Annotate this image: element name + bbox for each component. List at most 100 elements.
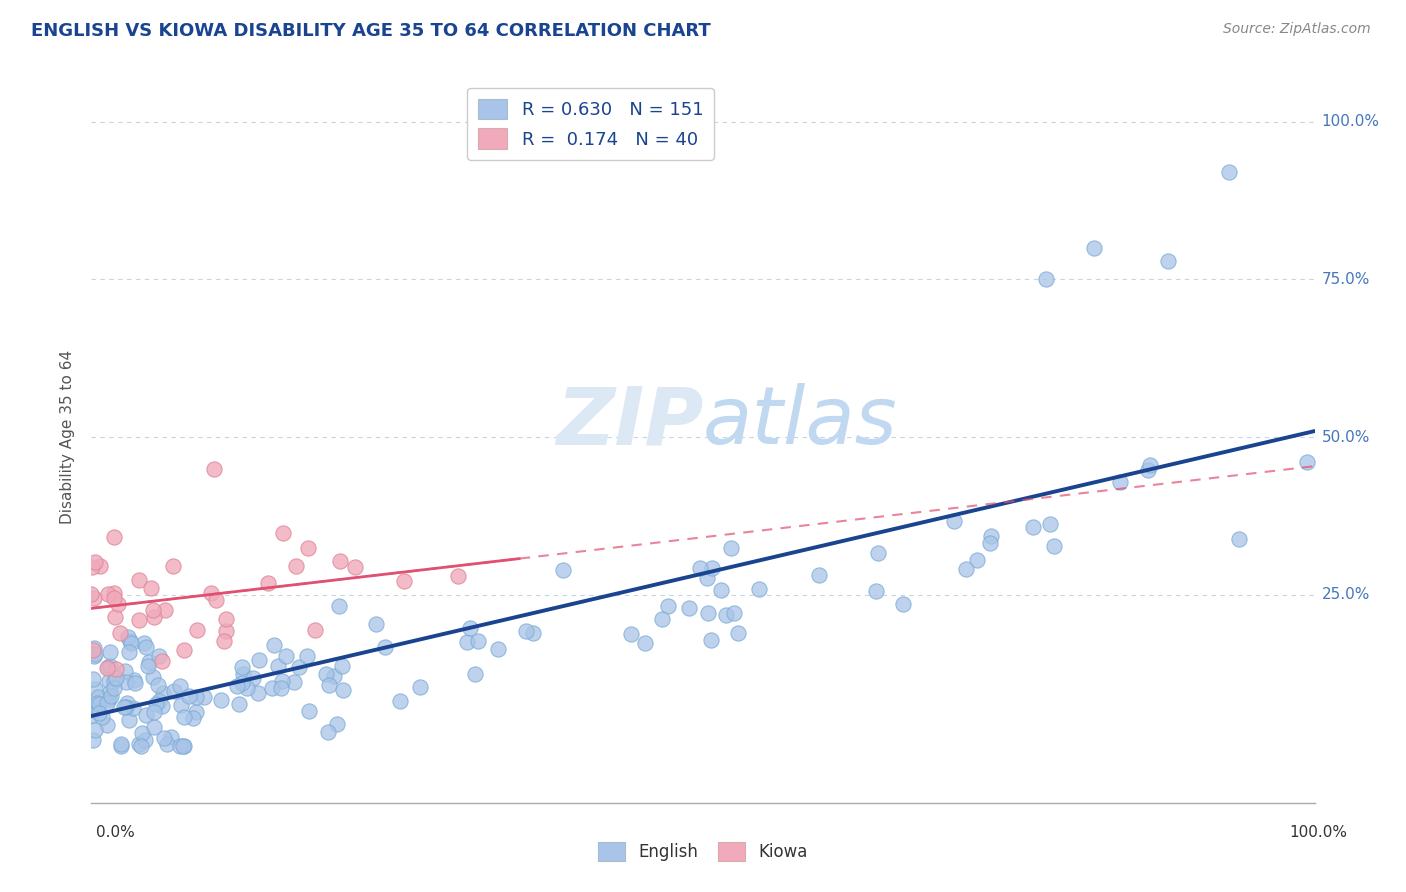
Point: [700, 632, 723, 647]
Point: [103, 681, 125, 696]
Point: [80, 707, 103, 722]
Point: [620, 627, 643, 641]
Point: [329, 554, 352, 568]
Point: [145, 697, 167, 711]
Point: [267, 658, 290, 673]
Point: [89, 559, 111, 574]
Point: [297, 541, 319, 556]
Point: [1039, 517, 1062, 532]
Point: [120, 634, 142, 648]
Point: [115, 674, 138, 689]
Point: [98, 685, 121, 699]
Point: [96, 661, 118, 675]
Point: [122, 701, 145, 715]
Text: 25.0%: 25.0%: [1322, 587, 1369, 602]
Point: [1227, 533, 1250, 547]
Point: [1083, 241, 1105, 255]
Point: [200, 586, 222, 600]
Point: [131, 726, 153, 740]
Point: [980, 529, 1002, 543]
Point: [942, 514, 965, 528]
Point: [177, 689, 200, 703]
Point: [226, 679, 249, 693]
Text: 75.0%: 75.0%: [1322, 272, 1369, 287]
Point: [1136, 463, 1159, 477]
Point: [186, 690, 208, 705]
Point: [138, 656, 160, 670]
Point: [103, 530, 125, 544]
Point: [551, 563, 574, 577]
Point: [288, 659, 311, 673]
Point: [135, 640, 157, 654]
Text: ZIP: ZIP: [555, 384, 703, 461]
Point: [117, 697, 139, 711]
Point: [80, 587, 103, 601]
Point: [1043, 539, 1066, 553]
Point: [143, 610, 166, 624]
Point: [173, 739, 195, 753]
Point: [186, 623, 208, 637]
Point: [700, 561, 723, 575]
Point: [163, 684, 186, 698]
Point: [716, 608, 738, 623]
Point: [276, 649, 298, 664]
Point: [236, 681, 259, 695]
Point: [242, 671, 264, 685]
Point: [723, 607, 745, 621]
Point: [83, 591, 105, 605]
Point: [209, 693, 232, 707]
Point: [447, 569, 470, 583]
Point: [83, 723, 105, 737]
Point: [110, 626, 132, 640]
Point: [212, 634, 235, 648]
Point: [173, 643, 195, 657]
Point: [117, 630, 139, 644]
Point: [231, 676, 253, 690]
Point: [84, 555, 107, 569]
Point: [152, 685, 174, 699]
Point: [232, 666, 254, 681]
Point: [1139, 458, 1161, 472]
Point: [83, 647, 105, 661]
Point: [172, 739, 194, 753]
Point: [105, 662, 128, 676]
Point: [87, 697, 110, 711]
Point: [325, 717, 347, 731]
Text: 100.0%: 100.0%: [1289, 825, 1347, 839]
Point: [103, 591, 125, 606]
Point: [115, 700, 138, 714]
Point: [97, 587, 120, 601]
Point: [143, 720, 166, 734]
Point: [328, 599, 350, 613]
Point: [98, 691, 121, 706]
Point: [124, 676, 146, 690]
Point: [204, 592, 226, 607]
Point: [148, 648, 170, 663]
Point: [86, 696, 108, 710]
Point: [323, 669, 346, 683]
Point: [283, 674, 305, 689]
Point: [270, 681, 292, 696]
Point: [955, 561, 977, 575]
Point: [160, 731, 183, 745]
Point: [285, 559, 308, 574]
Point: [134, 733, 156, 747]
Point: [98, 658, 121, 673]
Point: [114, 664, 136, 678]
Point: [633, 636, 655, 650]
Point: [110, 739, 132, 753]
Point: [136, 659, 159, 673]
Point: [1295, 455, 1317, 469]
Point: [80, 703, 103, 717]
Point: [193, 690, 215, 704]
Point: [966, 553, 988, 567]
Point: [91, 710, 114, 724]
Text: 50.0%: 50.0%: [1322, 430, 1369, 444]
Point: [464, 666, 486, 681]
Point: [118, 714, 141, 728]
Point: [696, 571, 718, 585]
Point: [651, 612, 673, 626]
Point: [83, 641, 105, 656]
Text: 100.0%: 100.0%: [1322, 114, 1379, 129]
Point: [128, 737, 150, 751]
